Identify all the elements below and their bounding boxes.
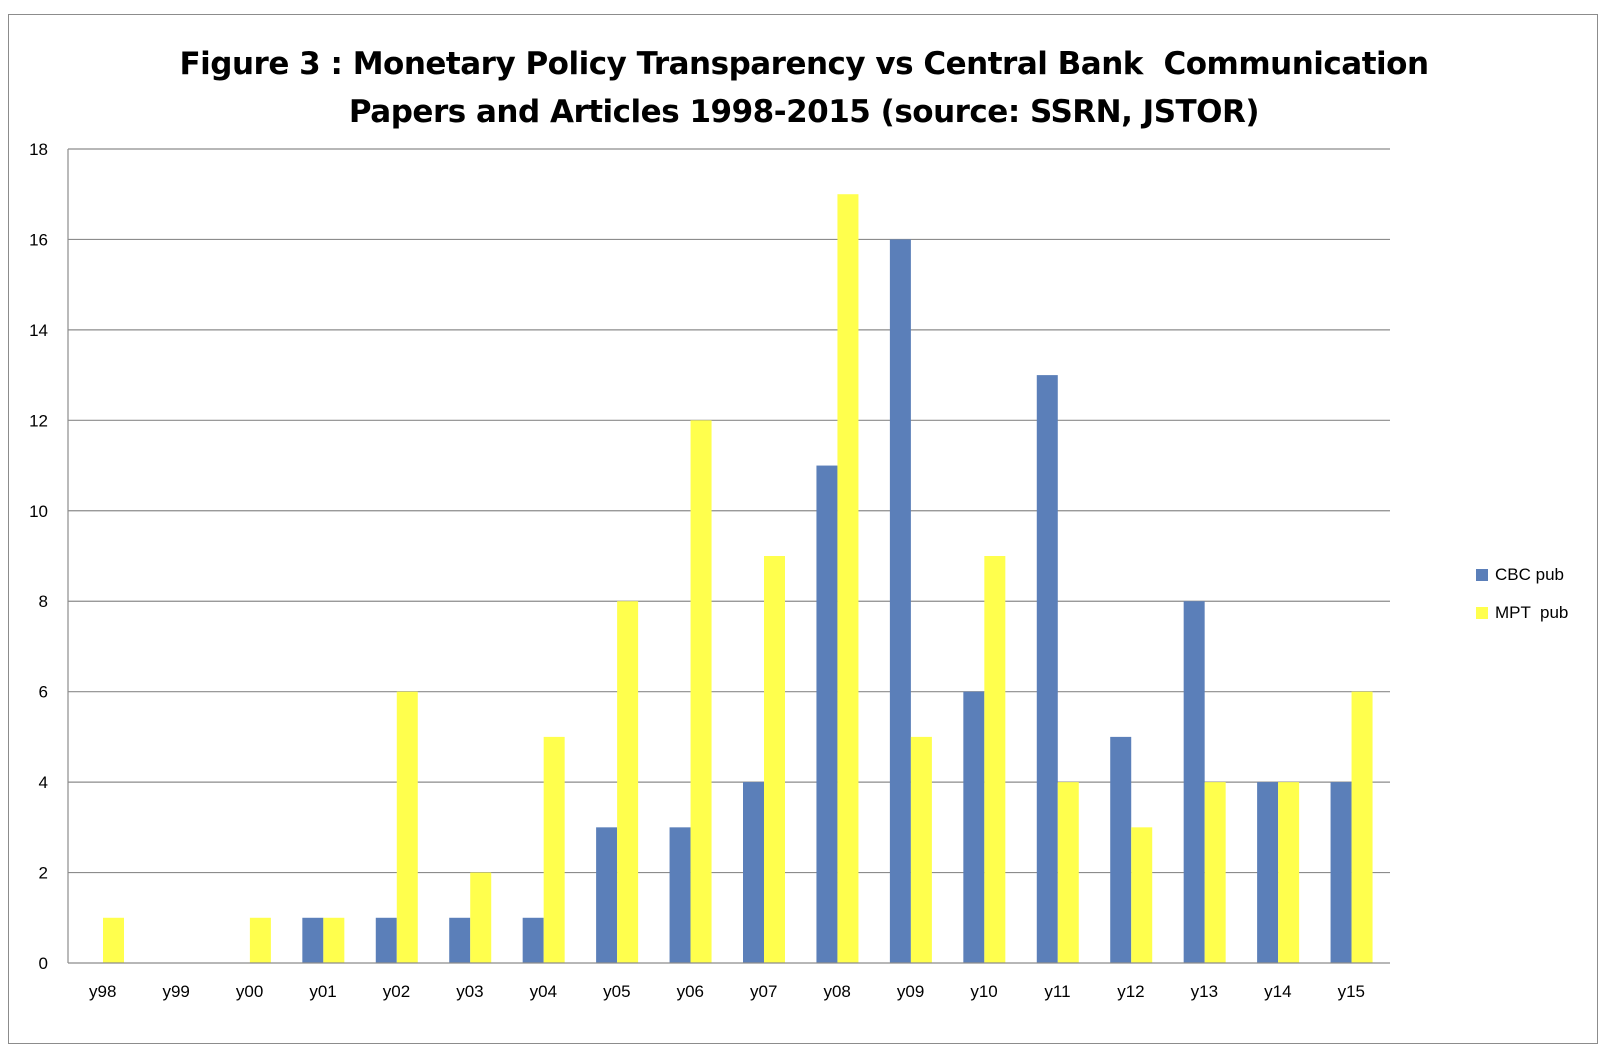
x-tick-label: y04 — [530, 982, 557, 1001]
gridlines — [68, 148, 1390, 874]
x-tick-label: y10 — [970, 982, 997, 1001]
x-tick-label: y09 — [897, 982, 924, 1001]
x-tick-label: y14 — [1264, 982, 1291, 1001]
chart-title: Figure 3 : Monetary Policy Transparency … — [0, 40, 1608, 136]
bar-cbc-y06 — [669, 827, 691, 963]
x-tick-label: y00 — [236, 982, 263, 1001]
bar-cbc-y15 — [1330, 782, 1352, 963]
bar-mpt-y05 — [617, 601, 639, 963]
x-tick-label: y15 — [1338, 982, 1365, 1001]
bar-cbc-y05 — [596, 827, 618, 963]
y-tick-label: 2 — [39, 864, 48, 883]
bar-mpt-y15 — [1351, 691, 1373, 963]
x-tick-label: y01 — [309, 982, 336, 1001]
legend-swatch-cbc — [1476, 569, 1488, 581]
bar-mpt-y13 — [1204, 782, 1226, 963]
x-tick-label: y03 — [456, 982, 483, 1001]
axes — [67, 149, 1390, 964]
chart-title-line-1: Figure 3 : Monetary Policy Transparency … — [179, 46, 1429, 82]
chart-title-line-2: Papers and Articles 1998-2015 (source: S… — [348, 94, 1260, 130]
bar-mpt-y09 — [910, 736, 932, 963]
bar-mpt-y10 — [984, 556, 1006, 963]
bar-cbc-y04 — [522, 917, 544, 963]
bar-cbc-y01 — [302, 917, 324, 963]
legend-item-cbc: CBC pub — [1476, 556, 1568, 594]
legend: CBC pub MPT pub — [1476, 556, 1568, 632]
x-tick-label: y11 — [1044, 982, 1070, 1001]
x-tick-label: y12 — [1117, 982, 1144, 1001]
bar-mpt-y07 — [764, 556, 785, 963]
y-tick-label: 0 — [39, 954, 48, 973]
x-tick-label: y08 — [823, 982, 850, 1001]
bar-cbc-y09 — [889, 239, 911, 963]
bar-cbc-y12 — [1110, 736, 1132, 963]
x-tick-label: y06 — [677, 982, 704, 1001]
x-tick-label: y99 — [162, 982, 189, 1001]
bar-mpt-y98 — [103, 917, 124, 963]
bar-cbc-y07 — [743, 782, 764, 963]
y-tick-label: 8 — [39, 592, 48, 611]
legend-label-cbc: CBC pub — [1495, 565, 1564, 584]
legend-item-mpt: MPT pub — [1476, 594, 1568, 632]
bar-mpt-y12 — [1131, 827, 1153, 963]
y-tick-label: 4 — [39, 773, 48, 792]
y-axis-tick-labels: 0 2 4 6 8 10 12 14 16 18 — [29, 140, 48, 973]
bar-mpt-y00 — [249, 917, 271, 963]
bar-mpt-y14 — [1278, 782, 1300, 963]
bar-cbc-y02 — [375, 917, 397, 963]
bars — [103, 194, 1373, 964]
bar-cbc-y13 — [1183, 601, 1205, 963]
legend-label-mpt: MPT pub — [1495, 603, 1569, 622]
bar-mpt-y02 — [396, 691, 418, 963]
x-tick-label: y07 — [750, 982, 777, 1001]
x-tick-label: y05 — [603, 982, 630, 1001]
bar-mpt-y03 — [470, 872, 492, 963]
y-tick-label: 14 — [29, 321, 48, 340]
x-axis-tick-labels: y98 y99 y00 y01 y02 y03 y04 y05 y06 y07 y08 y09 y10 y… — [89, 982, 1365, 1001]
bar-mpt-y04 — [543, 736, 565, 963]
y-tick-label: 16 — [29, 230, 48, 249]
x-tick-label: y98 — [89, 982, 116, 1001]
bar-mpt-y08 — [837, 194, 859, 963]
legend-swatch-mpt — [1476, 607, 1488, 619]
y-tick-label: 6 — [39, 683, 48, 702]
x-tick-label: y02 — [383, 982, 410, 1001]
bar-mpt-y01 — [323, 917, 345, 963]
y-tick-label: 18 — [29, 140, 48, 159]
bar-cbc-y10 — [963, 691, 985, 963]
bar-cbc-y08 — [816, 465, 838, 963]
bar-mpt-y06 — [690, 420, 712, 963]
bar-cbc-y03 — [449, 917, 471, 963]
y-tick-label: 12 — [29, 411, 48, 430]
bar-cbc-y11 — [1036, 375, 1058, 964]
bar-mpt-y11 — [1057, 782, 1079, 963]
x-tick-label: y13 — [1191, 982, 1218, 1001]
bar-cbc-y14 — [1257, 782, 1279, 963]
y-tick-label: 10 — [29, 502, 48, 521]
